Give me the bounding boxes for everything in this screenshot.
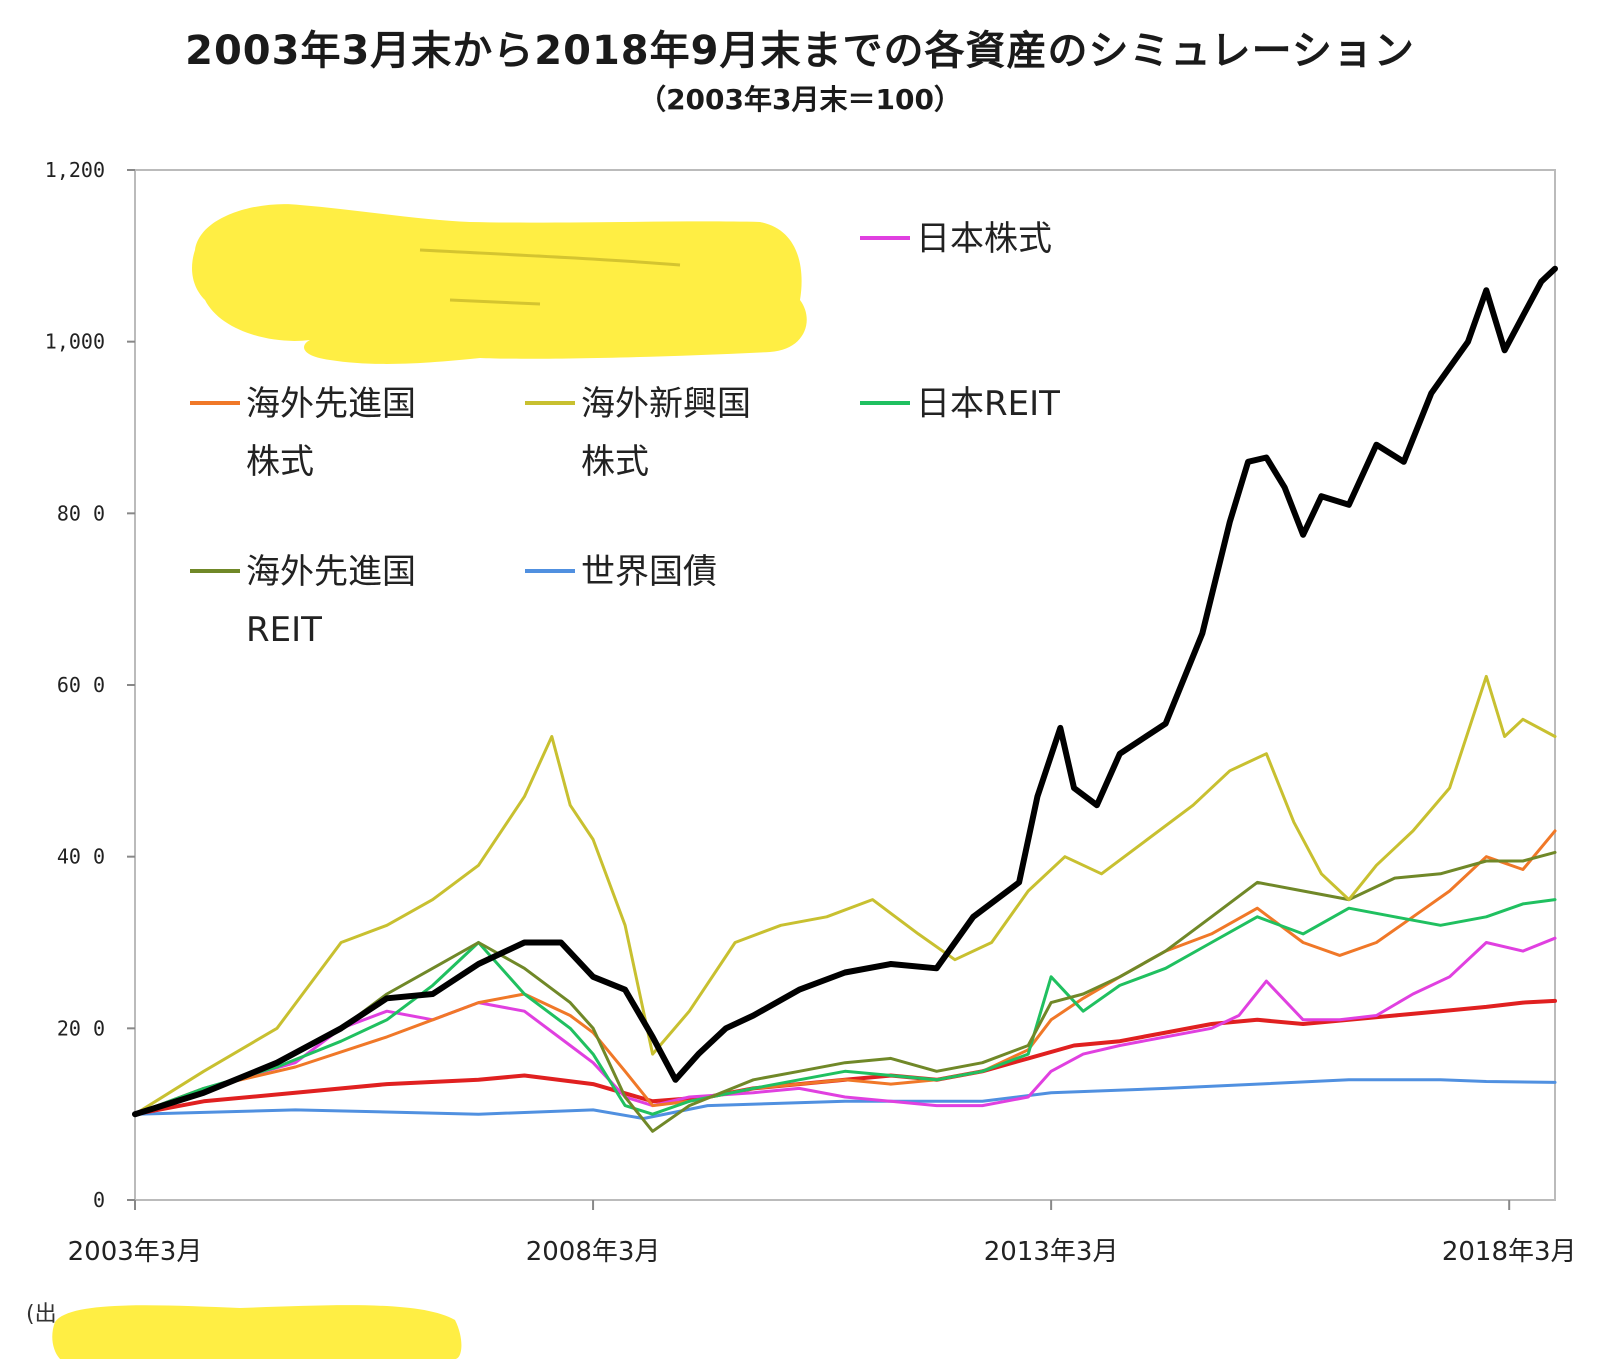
x-tick-label: 2003年3月 [68,1237,203,1267]
redaction-mark-legend [192,204,807,364]
legend-label: 日本REIT [916,384,1060,424]
redaction-stroke [419,248,681,306]
legend-label: 株式 [246,442,314,482]
series-layer [132,265,1558,1133]
legend-entry-world-bond: 世界国債 [525,552,717,592]
series-line-foreign-em-equity [133,674,1557,1116]
series-line-foreign-dev-reit [133,850,1557,1133]
legend-label: 日本株式 [916,219,1052,259]
redaction-mark-source [52,1305,462,1359]
source-note: (出 [26,1302,57,1327]
y-tick-label: 20 0 [57,1016,105,1040]
series-line-black [132,265,1558,1118]
y-tick-label: 0 [93,1188,105,1212]
x-tick-label: 2018年3月 [1442,1237,1577,1267]
axes: 0 20 0 40 0 60 0 80 0 1,000 1,200 2003年3月 2008年3… [45,158,1577,1267]
y-tick-label: 80 0 [57,501,105,525]
redaction-layer [52,204,807,1359]
series-line-japan-reit [133,898,1557,1116]
chart-subtitle: （2003年3月末＝100） [638,83,962,116]
legend-label: 海外先進国 [246,384,416,424]
y-tick-label: 60 0 [57,673,105,697]
y-tick-label: 40 0 [57,845,105,869]
y-tick-label: 1,000 [45,330,105,354]
legend-label: REIT [246,610,322,650]
x-tick-label: 2008年3月 [526,1237,661,1267]
legend-label: 海外先進国 [246,552,416,592]
legend-entry-japan-equity: 日本株式 [860,219,1052,259]
chart-title: 2003年3月末から2018年9月末までの各資産のシミュレーション [185,28,1415,74]
legend-label: 海外新興国 [581,384,751,424]
legend-entry-foreign-dev-reit: 海外先進国 REIT [190,552,416,650]
legend-entry-japan-reit: 日本REIT [860,384,1060,424]
legend-label: 株式 [581,442,649,482]
legend-label: 世界国債 [581,552,717,592]
x-tick-label: 2013年3月 [984,1237,1119,1267]
y-tick-label: 1,200 [45,158,105,182]
series-line-world-bond [133,1078,1557,1120]
